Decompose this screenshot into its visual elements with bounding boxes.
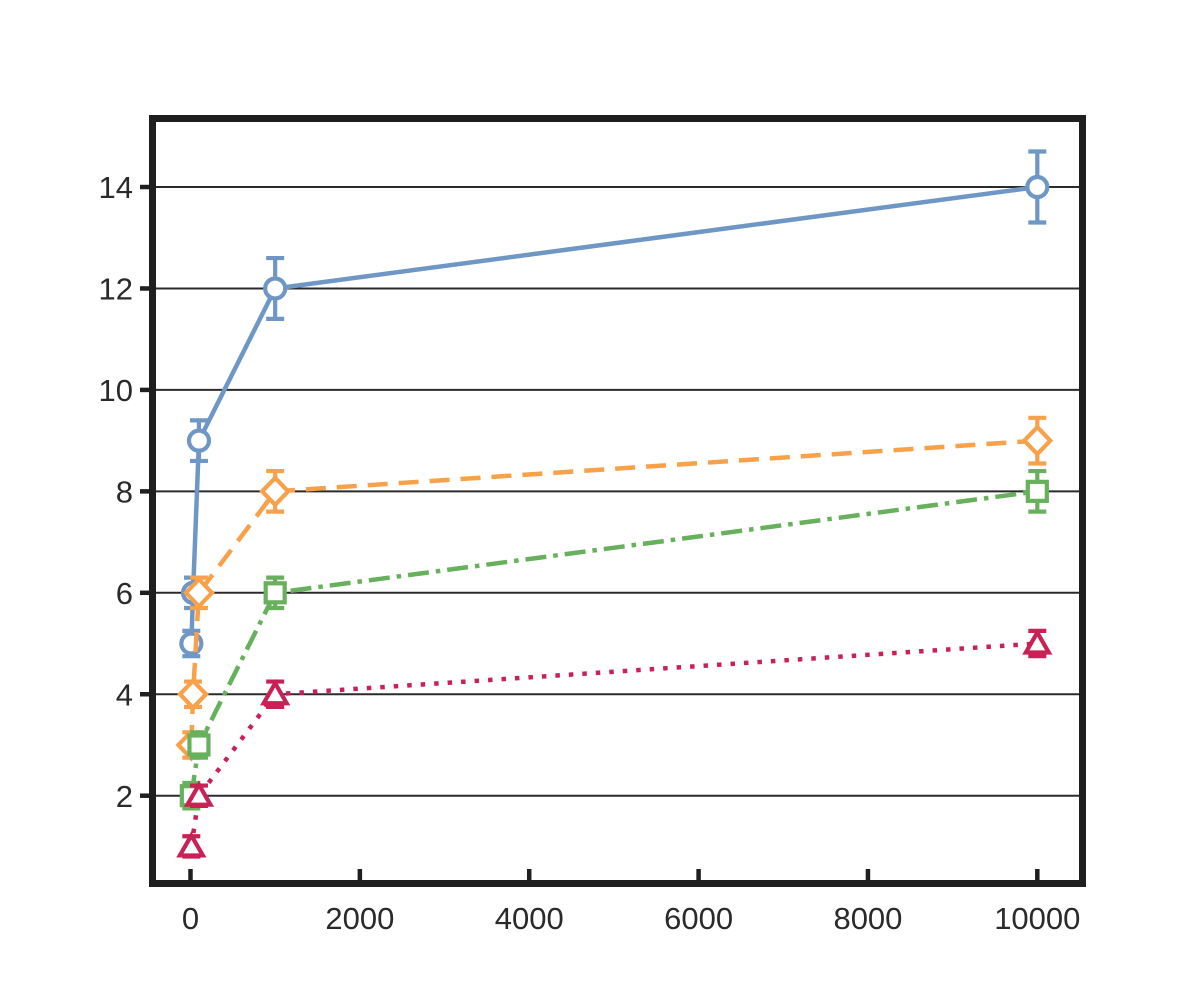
x-tick-label: 8000	[833, 901, 902, 936]
marker-square	[187, 733, 211, 757]
marker-circle	[1025, 174, 1050, 200]
series-triangle-dotted-crimson	[176, 628, 1053, 859]
marker-circle	[263, 276, 288, 301]
marker-square	[263, 581, 287, 605]
series-line-square-dashdot-green	[189, 489, 1038, 797]
marker-diamond	[259, 474, 292, 508]
series-line-diamond-dashed-orange	[189, 438, 1038, 746]
marker-diamond	[177, 677, 209, 711]
y-tick-label: 8	[116, 475, 133, 510]
marker-diamond	[1021, 424, 1054, 458]
y-tick-label: 12	[99, 272, 133, 307]
x-tick-label: 6000	[664, 901, 733, 936]
marker-triangle	[260, 679, 291, 706]
marker-triangle	[176, 831, 207, 858]
marker-square	[1025, 479, 1049, 503]
marker-triangle	[1022, 628, 1053, 655]
y-tick-label: 10	[99, 373, 133, 408]
y-tick-label: 2	[116, 779, 133, 814]
plot-frame	[149, 115, 1086, 887]
y-tick-label: 4	[116, 677, 133, 712]
marker-diamond	[183, 576, 215, 610]
x-tick-label: 0	[182, 901, 199, 936]
x-tick-label: 10000	[994, 901, 1080, 936]
x-tick-label: 2000	[325, 901, 394, 936]
marker-triangle	[183, 780, 215, 807]
x-tick-label: 4000	[495, 901, 564, 936]
y-tick-label: 6	[116, 576, 133, 611]
marker-circle	[186, 428, 212, 453]
y-tick-label: 14	[99, 170, 133, 205]
